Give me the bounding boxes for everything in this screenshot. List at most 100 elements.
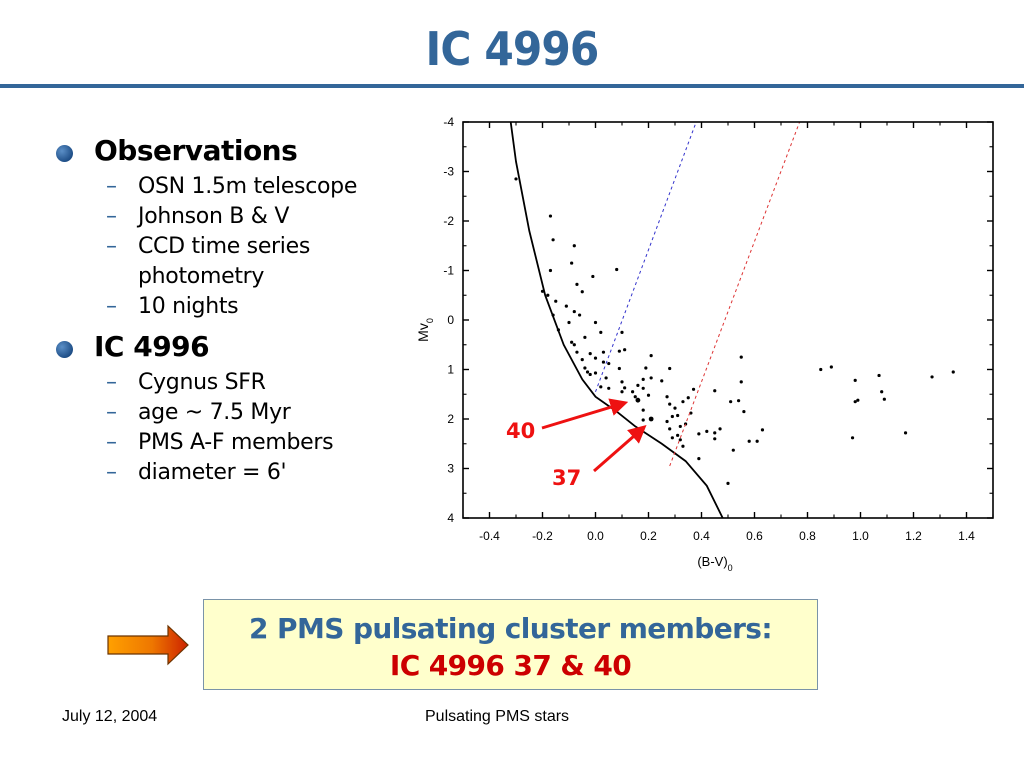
sphere-bullet-icon [56, 145, 73, 162]
star-point [760, 428, 765, 432]
star-point [742, 409, 746, 414]
sub-bullet-text: CCD time series photometry [138, 234, 311, 289]
dash-icon: – [106, 370, 117, 395]
star-point [599, 385, 603, 389]
star-point [636, 383, 640, 387]
star-point [853, 400, 857, 404]
star-point [691, 387, 696, 391]
y-axis-label-main: Mv [415, 323, 431, 342]
star-point [678, 424, 682, 429]
x-axis-label-main: (B-V) [697, 554, 727, 569]
sub-bullet-text: diameter = 6' [138, 460, 287, 485]
x-axis-label: (B-V)0 [697, 554, 732, 573]
sub-bullet-text: PMS A-F members [138, 430, 334, 455]
sphere-bullet-icon [56, 341, 73, 358]
sub-bullet: – PMS A-F members [52, 428, 412, 458]
footer-title: Pulsating PMS stars [425, 708, 570, 725]
star-point [580, 290, 584, 294]
sub-bullet: – Cygnus SFR [52, 368, 412, 398]
star-point [617, 366, 621, 371]
x-tick-label: 0.6 [746, 529, 763, 543]
star-point [665, 419, 669, 424]
star-point [739, 380, 743, 384]
star-point [670, 436, 674, 440]
star-point [546, 293, 550, 297]
x-tick-label: -0.2 [532, 529, 553, 543]
star-point [697, 457, 701, 461]
star-point [631, 390, 635, 394]
star-point [673, 406, 677, 410]
star-point [665, 395, 669, 399]
star-point [681, 400, 685, 404]
right-arrow-icon [107, 624, 189, 666]
sub-bullet: –10 nights [52, 292, 412, 322]
dash-icon: – [106, 294, 117, 319]
x-tick-label: 1.4 [958, 529, 975, 543]
star-point [718, 427, 722, 431]
annotation-label-37: 37 [552, 466, 581, 490]
star-point [829, 365, 833, 369]
star-point [726, 481, 730, 485]
summary-line-1: 2 PMS pulsating cluster members: [249, 612, 773, 645]
star-point-40 [635, 397, 641, 403]
star-point [713, 431, 717, 435]
star-point [620, 390, 624, 394]
star-point [678, 438, 682, 442]
y-tick-label: -3 [443, 165, 454, 179]
star-point [739, 355, 743, 359]
star-point [617, 349, 621, 353]
dash-icon: – [106, 430, 117, 455]
slide-title: IC 4996 [425, 22, 600, 76]
star-point [713, 437, 717, 441]
star-point [850, 436, 855, 440]
star-point [575, 350, 579, 354]
y-tick-label: -1 [443, 264, 454, 278]
star-point [646, 393, 651, 397]
star-point [548, 268, 553, 273]
star-point [570, 340, 574, 344]
bullet-heading: IC 4996 [94, 330, 210, 363]
star-point [551, 238, 555, 242]
star-point [575, 282, 579, 286]
annotation-arrow-40 [541, 398, 629, 430]
y-tick-label: 2 [447, 412, 454, 426]
star-point [649, 376, 653, 380]
x-tick-label: 0.8 [799, 529, 816, 543]
blue-edge-line [595, 121, 697, 392]
zams-line [509, 121, 724, 519]
star-point [668, 402, 672, 406]
y-tick-label: -2 [443, 214, 454, 228]
star-point [572, 309, 576, 314]
star-point [633, 395, 637, 399]
star-point [623, 386, 627, 390]
star-point [585, 370, 590, 374]
star-point [713, 389, 717, 393]
red-edge-line [669, 121, 801, 467]
star-point [853, 378, 857, 382]
sub-bullet-text: 10 nights [138, 294, 239, 319]
sub-bullet: – age ~ 7.5 Myr [52, 398, 412, 428]
y-tick-label: 0 [447, 313, 454, 327]
bullet-heading: Observations [94, 134, 298, 167]
star-point [514, 177, 518, 181]
star-point [572, 343, 576, 347]
sub-bullet-text: Cygnus SFR [138, 370, 266, 395]
sub-bullet-text: OSN 1.5m telescope [138, 174, 358, 199]
star-point [882, 397, 886, 401]
dash-icon: – [106, 234, 117, 259]
star-point [548, 214, 553, 218]
star-point [599, 330, 603, 334]
title-divider [0, 84, 1024, 88]
star-point [670, 414, 674, 419]
star-point [729, 400, 733, 404]
plot-layer [509, 121, 955, 519]
star-point [668, 427, 672, 431]
sub-bullet: – diameter = 6' [52, 458, 412, 488]
annotation-arrow-37 [593, 425, 647, 473]
star-point [644, 366, 648, 370]
star-point [819, 367, 823, 372]
dash-icon: – [106, 204, 117, 229]
star-point [731, 448, 735, 452]
x-tick-label: 0.2 [640, 529, 657, 543]
star-point [681, 444, 685, 448]
